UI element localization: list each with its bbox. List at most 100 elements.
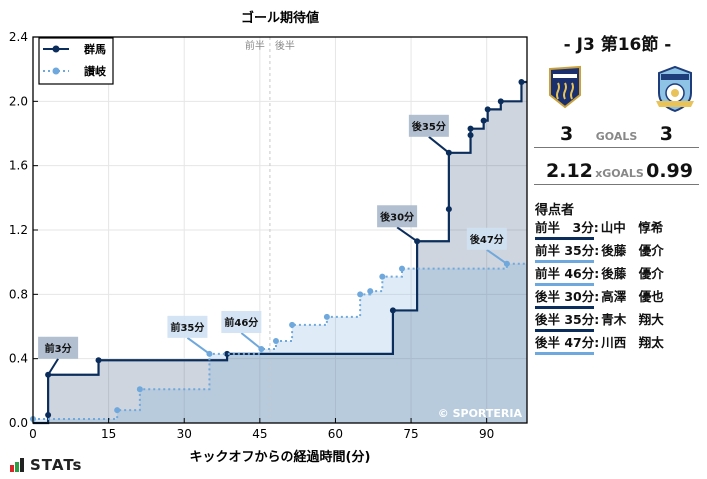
goal-annotation-label: 後30分 <box>380 210 414 223</box>
y-tick-label: 0.4 <box>9 352 28 366</box>
x-tick-label: 30 <box>177 427 192 441</box>
x-tick-label: 90 <box>479 427 494 441</box>
y-tick-label: 0.8 <box>9 287 28 301</box>
data-point <box>518 79 525 86</box>
goal-annotation-box <box>38 336 79 359</box>
goal-annotation-label: 前3分 <box>45 342 72 355</box>
data-point <box>467 132 474 139</box>
goal-time: 前半 35分 <box>535 241 595 263</box>
series-line <box>33 262 527 420</box>
goal-annotation-box <box>167 315 208 338</box>
legend-label: 讃岐 <box>84 64 107 78</box>
annotation-arrow <box>240 332 262 350</box>
stats-logo: STATs <box>10 456 82 474</box>
scorer-name: 山中 惇希 <box>600 220 664 235</box>
y-tick-label: 2.4 <box>9 30 28 44</box>
scorers-title: 得点者 <box>535 203 575 218</box>
data-point <box>379 273 386 280</box>
goal-time: 前半 3分 <box>535 218 594 240</box>
legend-box <box>38 37 114 85</box>
y-tick-label: 0.0 <box>9 416 28 430</box>
x-tick-label: 60 <box>328 427 343 441</box>
scorer-row: 後半 30分: 高澤 優也 <box>535 287 705 310</box>
annotation-arrow <box>396 226 418 243</box>
goal-annotation-box <box>221 311 262 334</box>
away-xg: 0.99 <box>646 160 693 182</box>
annotation-arrow <box>186 337 211 355</box>
match-title: - J3 第16節 - <box>563 35 672 55</box>
y-tick-label: 2.0 <box>9 94 28 108</box>
goal-time: 前半 46分 <box>535 264 595 286</box>
y-tick-label: 1.6 <box>9 159 28 173</box>
series-fill <box>33 263 527 423</box>
data-point <box>398 265 405 272</box>
scorer-name: 川西 翔太 <box>601 335 664 350</box>
x-tick-label: 45 <box>252 427 267 441</box>
scorer-row: 後半 35分: 青木 翔大 <box>535 310 705 333</box>
data-point <box>497 98 504 105</box>
data-point <box>480 117 487 124</box>
goal-annotation-label: 後35分 <box>412 120 446 133</box>
scorer-row: 前半 35分: 後藤 優介 <box>535 241 705 264</box>
goal-annotation-label: 後47分 <box>470 233 504 246</box>
data-point <box>95 357 102 364</box>
annotation-arrow <box>428 136 450 154</box>
data-point <box>445 206 452 213</box>
scorers-list: 前半 3分: 山中 惇希 前半 35分: 後藤 優介 前半 46分: 後藤 優介 後半… <box>530 218 705 356</box>
scorer-row: 後半 47分: 川西 翔太 <box>535 333 705 356</box>
scorer-name: 高澤 優也 <box>601 289 664 304</box>
x-tick-label: 75 <box>403 427 418 441</box>
scorer-name: 後藤 優介 <box>601 266 664 281</box>
data-point <box>389 307 396 314</box>
x-tick-label: 0 <box>29 427 37 441</box>
data-point <box>136 386 143 393</box>
x-axis-label: キックオフからの経過時間(分) <box>190 449 371 465</box>
first-half-label: 前半 <box>245 39 265 52</box>
data-point <box>45 411 52 418</box>
legend-label: 群馬 <box>83 42 106 56</box>
goal-time: 後半 30分 <box>535 287 595 309</box>
home-goals: 3 <box>560 123 574 145</box>
x-tick-label: 15 <box>101 427 116 441</box>
annotation-arrow <box>47 358 59 376</box>
match-summary-panel: - J3 第16節 - 3 GOALS 3 2.12 xGOALS 0.99 得… <box>530 26 705 356</box>
data-point <box>289 321 296 328</box>
annotation-arrow <box>486 248 508 265</box>
chart-title: ゴール期待値 <box>241 10 319 26</box>
data-point <box>323 313 330 320</box>
second-half-label: 後半 <box>275 39 295 52</box>
home-crest-icon <box>549 65 581 109</box>
data-point <box>467 125 474 132</box>
scorer-name: 青木 翔大 <box>601 312 664 327</box>
goals-row: 3 GOALS 3 <box>534 113 699 148</box>
stats-logo-text: STATs <box>30 456 83 474</box>
data-point <box>367 288 374 295</box>
goal-annotation-label: 前46分 <box>224 316 258 329</box>
data-point <box>114 407 121 414</box>
goal-time: 後半 35分 <box>535 310 595 332</box>
goal-time: 後半 47分 <box>535 333 595 355</box>
copyright-watermark: © SPORTERIA <box>438 407 523 420</box>
xg-label: xGOALS <box>595 167 644 180</box>
legend-marker-icon <box>52 67 60 75</box>
data-point <box>484 106 491 113</box>
scorer-row: 前半 3分: 山中 惇希 <box>535 218 705 241</box>
team-crests <box>530 65 705 113</box>
data-point <box>272 337 279 344</box>
goal-annotation-label: 前35分 <box>170 321 204 334</box>
series-fill <box>33 82 527 424</box>
goals-label: GOALS <box>595 130 638 143</box>
goal-annotation-box <box>408 114 449 137</box>
home-xg: 2.12 <box>546 160 593 182</box>
scorer-name: 後藤 優介 <box>601 243 664 258</box>
away-goals: 3 <box>659 123 673 145</box>
away-crest-icon <box>656 65 694 113</box>
data-point <box>224 350 231 357</box>
bar-chart-icon <box>10 458 25 472</box>
xg-row: 2.12 xGOALS 0.99 <box>534 148 699 185</box>
goal-annotation-box <box>377 205 418 228</box>
scorer-row: 前半 46分: 後藤 優介 <box>535 264 705 287</box>
data-point <box>357 291 364 298</box>
y-tick-label: 1.2 <box>9 223 28 237</box>
